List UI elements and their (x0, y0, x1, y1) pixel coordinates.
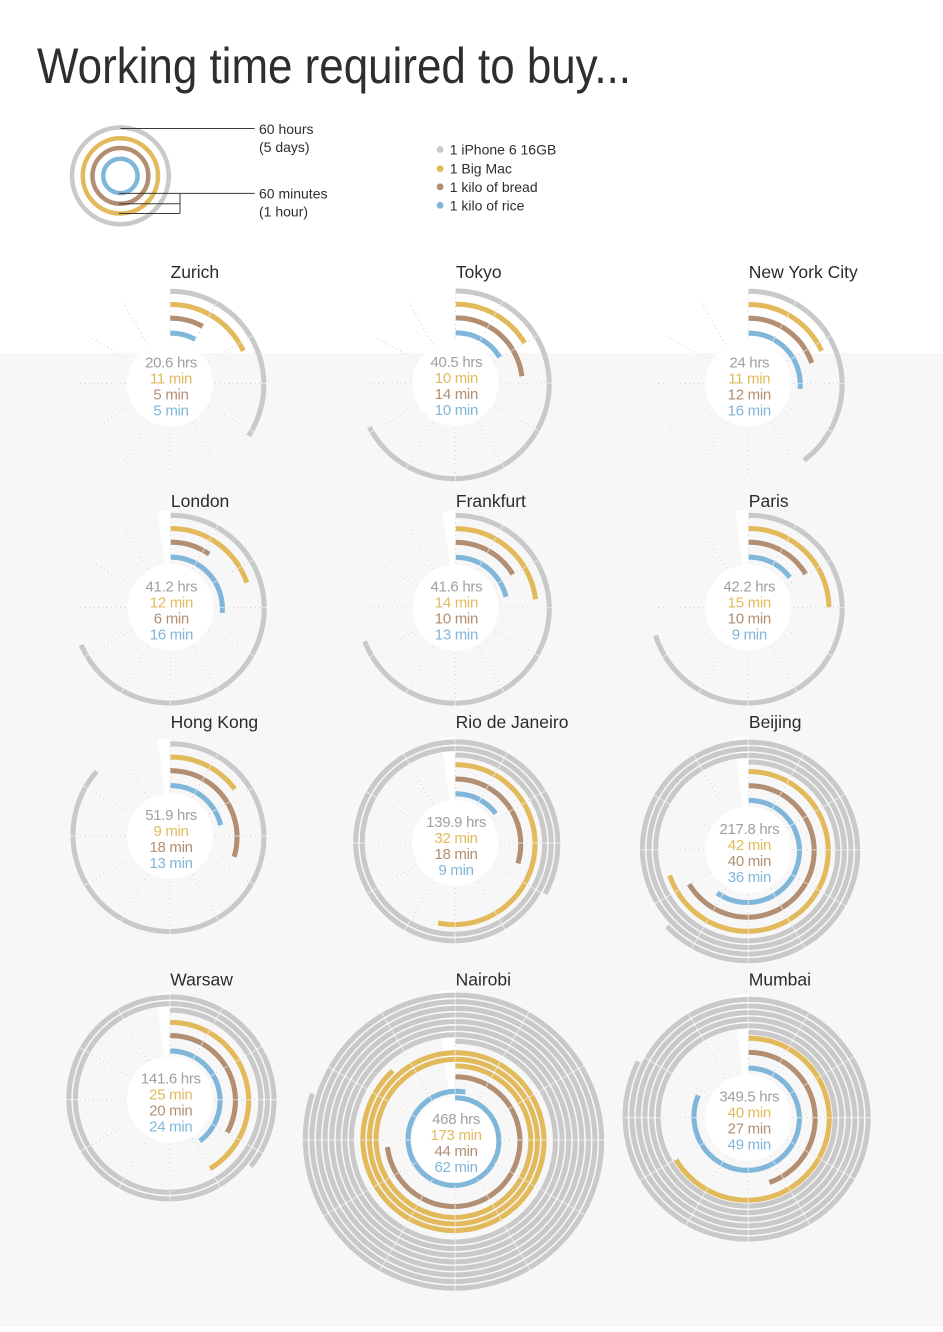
svg-text:12 min: 12 min (150, 595, 193, 612)
svg-text:Nairobi: Nairobi (456, 970, 511, 990)
svg-text:25 min: 25 min (149, 1087, 192, 1104)
svg-text:62 min: 62 min (434, 1159, 477, 1176)
svg-text:24 min: 24 min (149, 1119, 192, 1136)
svg-text:16 min: 16 min (728, 403, 771, 420)
svg-text:40.5 hrs: 40.5 hrs (430, 354, 482, 371)
svg-text:60 hours: 60 hours (259, 121, 313, 137)
svg-text:24 hrs: 24 hrs (729, 355, 769, 372)
svg-text:32 min: 32 min (434, 830, 477, 847)
svg-text:(1 hour): (1 hour) (259, 204, 308, 220)
svg-text:Frankfurt: Frankfurt (456, 491, 526, 511)
svg-text:15 min: 15 min (728, 595, 771, 612)
svg-text:9 min: 9 min (439, 862, 474, 879)
svg-text:Beijing: Beijing (749, 712, 802, 732)
svg-text:9 min: 9 min (154, 823, 189, 840)
svg-text:1 Big Mac: 1 Big Mac (450, 161, 512, 177)
svg-text:11 min: 11 min (728, 371, 770, 388)
svg-text:Mumbai: Mumbai (749, 970, 811, 990)
svg-text:40 min: 40 min (728, 1105, 771, 1122)
svg-text:1 kilo of rice: 1 kilo of rice (450, 197, 525, 213)
svg-text:10 min: 10 min (728, 611, 771, 628)
svg-text:Warsaw: Warsaw (170, 970, 233, 990)
svg-text:51.9 hrs: 51.9 hrs (145, 807, 197, 824)
svg-text:5 min: 5 min (153, 403, 188, 420)
svg-text:27 min: 27 min (728, 1121, 771, 1138)
svg-text:(5 days): (5 days) (259, 139, 310, 155)
svg-text:41.2 hrs: 41.2 hrs (145, 579, 197, 596)
svg-text:Tokyo: Tokyo (456, 262, 502, 282)
svg-text:6 min: 6 min (154, 611, 189, 628)
svg-text:Rio de Janeiro: Rio de Janeiro (456, 712, 569, 732)
svg-text:13 min: 13 min (435, 627, 478, 644)
svg-text:18 min: 18 min (149, 839, 192, 856)
svg-text:11 min: 11 min (150, 371, 192, 388)
svg-text:New York City: New York City (749, 262, 858, 282)
svg-text:42.2 hrs: 42.2 hrs (723, 579, 775, 596)
svg-text:Hong Kong: Hong Kong (171, 712, 259, 732)
svg-text:Zurich: Zurich (171, 262, 220, 282)
svg-text:40 min: 40 min (728, 853, 771, 870)
svg-text:10 min: 10 min (435, 402, 478, 419)
svg-text:Working time required to buy..: Working time required to buy... (37, 38, 631, 94)
svg-text:Paris: Paris (749, 491, 789, 511)
svg-text:12 min: 12 min (728, 387, 771, 404)
svg-text:139.9 hrs: 139.9 hrs (426, 814, 486, 831)
svg-text:10 min: 10 min (435, 611, 478, 628)
svg-text:60 minutes: 60 minutes (259, 186, 327, 202)
svg-text:468 hrs: 468 hrs (432, 1111, 480, 1128)
svg-text:44 min: 44 min (434, 1143, 477, 1160)
svg-text:41.6 hrs: 41.6 hrs (430, 579, 482, 596)
svg-text:20.6 hrs: 20.6 hrs (145, 355, 197, 372)
svg-text:42 min: 42 min (728, 837, 771, 854)
svg-text:217.8 hrs: 217.8 hrs (719, 821, 779, 838)
svg-text:5 min: 5 min (153, 387, 188, 404)
svg-text:London: London (171, 491, 229, 511)
svg-text:14 min: 14 min (435, 386, 478, 403)
svg-text:20 min: 20 min (149, 1103, 192, 1120)
svg-text:1 kilo of bread: 1 kilo of bread (450, 179, 538, 195)
svg-text:36 min: 36 min (728, 869, 771, 886)
svg-text:13 min: 13 min (149, 855, 192, 872)
svg-text:9 min: 9 min (732, 627, 767, 644)
svg-text:10 min: 10 min (435, 370, 478, 387)
svg-text:49 min: 49 min (728, 1137, 771, 1154)
svg-text:173 min: 173 min (430, 1127, 481, 1144)
svg-text:16 min: 16 min (150, 627, 193, 644)
svg-text:14 min: 14 min (435, 595, 478, 612)
svg-text:349.5 hrs: 349.5 hrs (719, 1089, 779, 1106)
svg-text:18 min: 18 min (434, 846, 477, 863)
svg-text:141.6 hrs: 141.6 hrs (141, 1071, 201, 1088)
svg-text:1 iPhone 6 16GB: 1 iPhone 6 16GB (450, 142, 557, 158)
